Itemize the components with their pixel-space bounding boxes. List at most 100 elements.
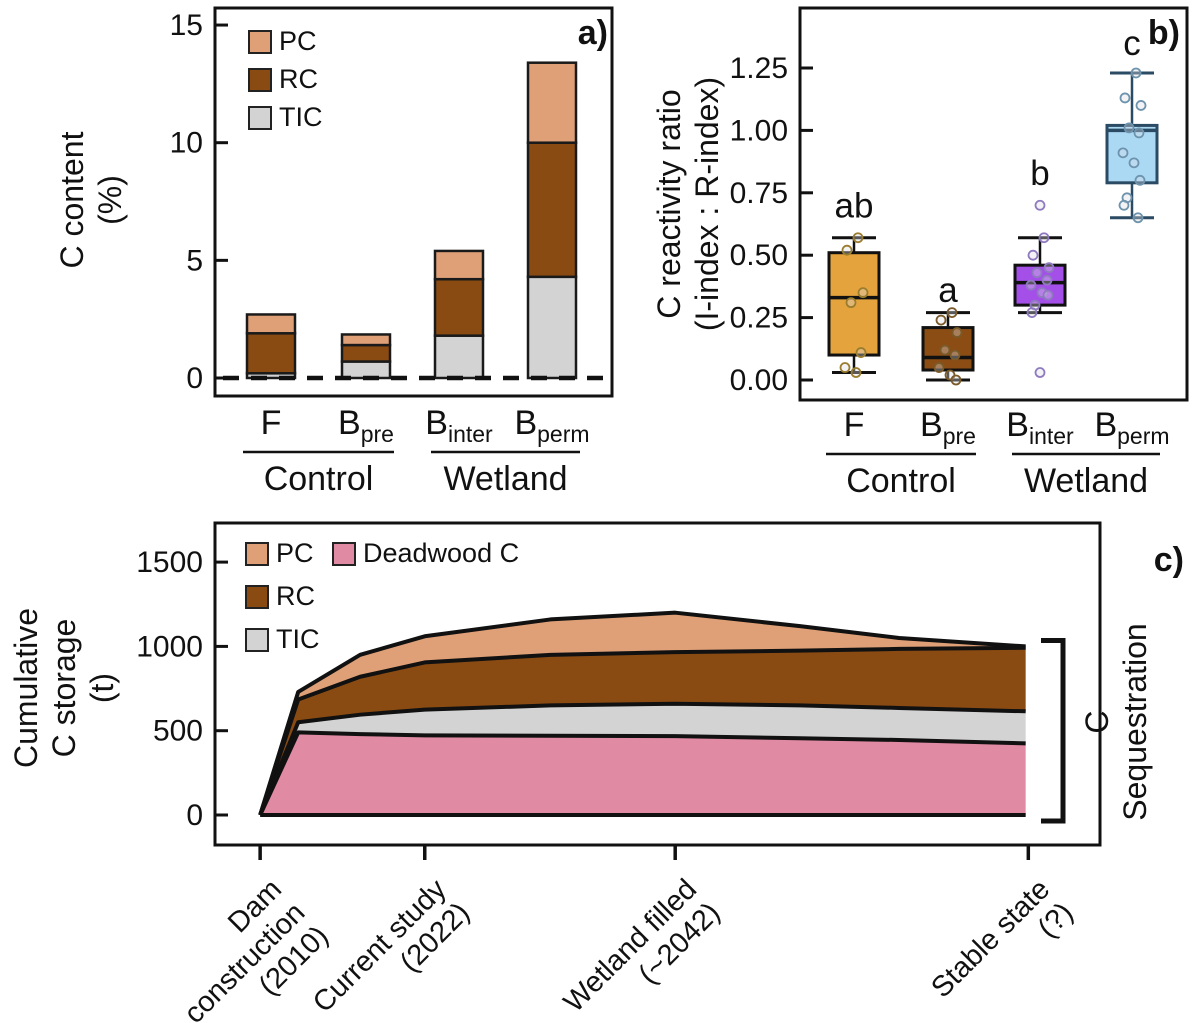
area-layer-deadwood bbox=[260, 732, 1026, 815]
legend-label: Deadwood C bbox=[363, 538, 520, 568]
data-point bbox=[857, 287, 869, 299]
panel-a-letter: a) bbox=[577, 14, 608, 52]
panel-c-legend-col2: Deadwood C bbox=[332, 538, 519, 569]
plot-border bbox=[213, 6, 614, 398]
legend-item: TIC bbox=[245, 624, 320, 655]
bar-segment-rc bbox=[245, 332, 297, 375]
data-point bbox=[951, 327, 963, 338]
legend-item: TIC bbox=[248, 102, 323, 133]
legend-label: RC bbox=[276, 581, 315, 611]
y-tick-label: 1000 bbox=[136, 630, 203, 663]
y-axis-title-line: C reactivity ratio bbox=[651, 89, 687, 319]
panel-b-y-axis-title: C reactivity ratio (I-index : R-index) bbox=[650, 0, 726, 424]
sequestration-bracket bbox=[1041, 637, 1066, 824]
group-label: Wetland bbox=[443, 460, 567, 498]
data-point bbox=[1027, 249, 1039, 261]
bar-segment-rc bbox=[433, 277, 485, 337]
significance-letter: ab bbox=[835, 186, 874, 225]
data-point bbox=[1042, 289, 1054, 301]
data-point bbox=[1130, 67, 1142, 79]
legend-label: TIC bbox=[279, 102, 323, 132]
y-axis-title-line: C content bbox=[54, 131, 90, 269]
annotation-line: C bbox=[1079, 710, 1115, 734]
area-layer-tic bbox=[260, 703, 1026, 815]
data-point bbox=[1132, 212, 1144, 224]
legend-swatch-pc bbox=[248, 29, 272, 54]
panel-a-y-axis-title: C content (%) bbox=[53, 0, 129, 400]
box bbox=[827, 251, 881, 357]
c-sequestration-label: C Sequestration bbox=[1078, 557, 1154, 887]
bar-segment-pc bbox=[433, 249, 485, 281]
y-axis-title-line: C storage bbox=[46, 618, 82, 758]
bar-segment-tic bbox=[526, 275, 578, 380]
legend-swatch-tic bbox=[248, 105, 272, 130]
data-point bbox=[850, 367, 862, 378]
y-tick-label: 0.00 bbox=[730, 364, 788, 397]
y-axis-title-line: (t) bbox=[84, 672, 120, 704]
data-point bbox=[1123, 122, 1135, 134]
y-tick-label: 500 bbox=[153, 715, 203, 748]
data-point bbox=[1134, 174, 1146, 186]
data-point bbox=[1118, 199, 1130, 211]
data-point bbox=[852, 232, 864, 244]
legend-swatch-deadwood bbox=[332, 541, 356, 566]
legend-label: TIC bbox=[276, 624, 320, 654]
outlier-point bbox=[1034, 199, 1046, 211]
legend-swatch-rc bbox=[248, 67, 272, 92]
bar-segment-pc bbox=[340, 333, 392, 347]
y-tick-label: 0 bbox=[186, 799, 203, 832]
group-label: Wetland bbox=[1024, 462, 1148, 500]
data-point bbox=[1043, 262, 1055, 274]
bar-segment-rc bbox=[340, 343, 392, 363]
y-axis-title-line: (I-index : R-index) bbox=[689, 76, 725, 332]
group-label: Control bbox=[264, 460, 374, 498]
legend-label: PC bbox=[276, 538, 314, 568]
panel-c-legend-col1: PC RC TIC bbox=[245, 538, 320, 655]
y-tick-label: 0.25 bbox=[730, 302, 788, 335]
legend-item: RC bbox=[245, 581, 320, 612]
category-label: F bbox=[261, 404, 282, 442]
y-tick-label: 0.50 bbox=[730, 239, 788, 272]
y-axis-title-line: (%) bbox=[92, 175, 128, 225]
panel-c-y-axis-title: Cumulative C storage (t) bbox=[7, 523, 121, 853]
plot-border bbox=[213, 521, 1102, 847]
category-label: Binter bbox=[425, 404, 493, 447]
y-tick-label: 15 bbox=[170, 9, 203, 42]
y-tick-label: 1.25 bbox=[730, 52, 788, 85]
data-point bbox=[1025, 279, 1037, 291]
milestone-label: Wetland filled(~2042) bbox=[558, 873, 727, 1023]
panel-a-legend: PC RC TIC bbox=[248, 26, 323, 133]
milestone-label: Current study(2022) bbox=[307, 873, 476, 1023]
data-point bbox=[946, 307, 958, 319]
data-point bbox=[1117, 147, 1129, 159]
legend-swatch-pc bbox=[245, 541, 269, 566]
y-axis-title-line: Cumulative bbox=[8, 607, 44, 769]
data-point bbox=[1026, 307, 1038, 319]
box bbox=[921, 326, 975, 372]
category-label: Bpre bbox=[920, 406, 976, 449]
data-point bbox=[1031, 267, 1043, 279]
category-label: Bperm bbox=[514, 404, 589, 447]
category-label: Bperm bbox=[1094, 406, 1169, 449]
y-tick-label: 0 bbox=[186, 362, 203, 395]
outlier-point bbox=[1034, 367, 1046, 378]
data-point bbox=[933, 362, 945, 373]
bar-segment-tic bbox=[433, 334, 485, 380]
data-point bbox=[1128, 157, 1140, 169]
box bbox=[1013, 263, 1067, 307]
data-point bbox=[950, 374, 962, 386]
area-boundary-pc bbox=[258, 610, 1026, 816]
legend-label: RC bbox=[279, 64, 318, 94]
data-point bbox=[839, 362, 851, 373]
data-point bbox=[1133, 127, 1145, 139]
data-point bbox=[1038, 232, 1050, 244]
significance-letter: a bbox=[938, 271, 958, 310]
milestone-label: Damconstruction(2010) bbox=[155, 873, 335, 1023]
data-point bbox=[1119, 92, 1131, 104]
category-label: Binter bbox=[1006, 406, 1074, 449]
bar-segment-rc bbox=[526, 141, 578, 279]
legend-item: Deadwood C bbox=[332, 538, 519, 569]
legend-swatch-rc bbox=[245, 584, 269, 609]
